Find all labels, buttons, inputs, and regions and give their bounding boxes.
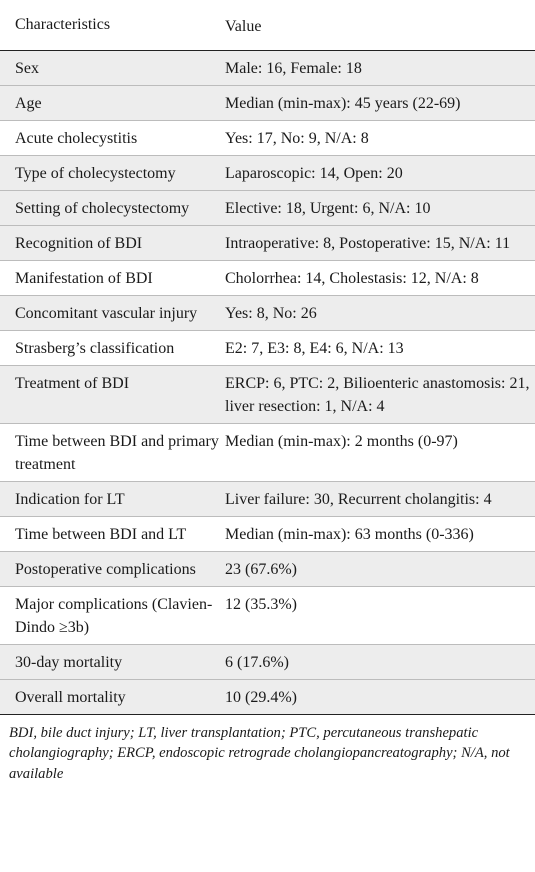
row-label: Setting of cholecystectomy xyxy=(0,190,223,226)
table-row: Age Median (min-max): 45 years (22-69) xyxy=(0,85,535,121)
row-value: Intraoperative: 8, Postoperative: 15, N/… xyxy=(223,225,535,261)
table-header-row: Characteristics Value xyxy=(0,0,535,51)
table-row: Strasberg’s classification E2: 7, E3: 8,… xyxy=(0,330,535,366)
table-row: 30-day mortality 6 (17.6%) xyxy=(0,644,535,680)
row-label: Time between BDI and primary treatment xyxy=(0,423,223,482)
table-container: Characteristics Value Sex Male: 16, Fema… xyxy=(0,0,535,782)
table-row: Recognition of BDI Intraoperative: 8, Po… xyxy=(0,225,535,261)
row-value: 12 (35.3%) xyxy=(223,586,535,645)
row-value: ERCP: 6, PTC: 2, Bilioenteric anastomosi… xyxy=(223,365,535,424)
row-label: Treatment of BDI xyxy=(0,365,223,424)
row-label: Acute cholecystitis xyxy=(0,120,223,156)
table-row: Concomitant vascular injury Yes: 8, No: … xyxy=(0,295,535,331)
header-value: Value xyxy=(223,0,535,51)
table-row: Postoperative complications 23 (67.6%) xyxy=(0,551,535,587)
table-footnote: BDI, bile duct injury; LT, liver transpl… xyxy=(9,724,510,782)
table-row: Indication for LT Liver failure: 30, Rec… xyxy=(0,481,535,517)
row-value: 10 (29.4%) xyxy=(223,679,535,715)
row-value: Elective: 18, Urgent: 6, N/A: 10 xyxy=(223,190,535,226)
row-value: Cholorrhea: 14, Cholestasis: 12, N/A: 8 xyxy=(223,260,535,296)
row-value: Median (min-max): 63 months (0-336) xyxy=(223,516,535,552)
row-value: 23 (67.6%) xyxy=(223,551,535,587)
row-label: Recognition of BDI xyxy=(0,225,223,261)
table-row: Manifestation of BDI Cholorrhea: 14, Cho… xyxy=(0,260,535,296)
row-label: Time between BDI and LT xyxy=(0,516,223,552)
table-row: Time between BDI and primary treatment M… xyxy=(0,423,535,482)
table-row: Overall mortality 10 (29.4%) xyxy=(0,679,535,715)
row-label: 30-day mortality xyxy=(0,644,223,680)
row-label: Concomitant vascular injury xyxy=(0,295,223,331)
row-value: Liver failure: 30, Recurrent cholangitis… xyxy=(223,481,535,517)
row-label: Overall mortality xyxy=(0,679,223,715)
table-row: Setting of cholecystectomy Elective: 18,… xyxy=(0,190,535,226)
row-value: Median (min-max): 45 years (22-69) xyxy=(223,85,535,121)
row-value: Yes: 17, No: 9, N/A: 8 xyxy=(223,120,535,156)
row-value: E2: 7, E3: 8, E4: 6, N/A: 13 xyxy=(223,330,535,366)
row-value: Male: 16, Female: 18 xyxy=(223,50,535,86)
table-row: Acute cholecystitis Yes: 17, No: 9, N/A:… xyxy=(0,120,535,156)
table-row: Type of cholecystectomy Laparoscopic: 14… xyxy=(0,155,535,191)
row-label: Manifestation of BDI xyxy=(0,260,223,296)
header-characteristics: Characteristics xyxy=(0,0,223,51)
characteristics-table: Characteristics Value Sex Male: 16, Fema… xyxy=(0,0,535,715)
table-row: Time between BDI and LT Median (min-max)… xyxy=(0,516,535,552)
row-label: Strasberg’s classification xyxy=(0,330,223,366)
table-row: Major complications (Clavien-Dindo ≥3b) … xyxy=(0,586,535,645)
row-value: Laparoscopic: 14, Open: 20 xyxy=(223,155,535,191)
row-label: Type of cholecystectomy xyxy=(0,155,223,191)
row-label: Indication for LT xyxy=(0,481,223,517)
row-value: Median (min-max): 2 months (0-97) xyxy=(223,423,535,482)
row-label: Major complications (Clavien-Dindo ≥3b) xyxy=(0,586,223,645)
row-label: Age xyxy=(0,85,223,121)
row-label: Postoperative complications xyxy=(0,551,223,587)
row-value: 6 (17.6%) xyxy=(223,644,535,680)
table-row: Sex Male: 16, Female: 18 xyxy=(0,50,535,86)
table-row: Treatment of BDI ERCP: 6, PTC: 2, Bilioe… xyxy=(0,365,535,424)
row-label: Sex xyxy=(0,50,223,86)
row-value: Yes: 8, No: 26 xyxy=(223,295,535,331)
